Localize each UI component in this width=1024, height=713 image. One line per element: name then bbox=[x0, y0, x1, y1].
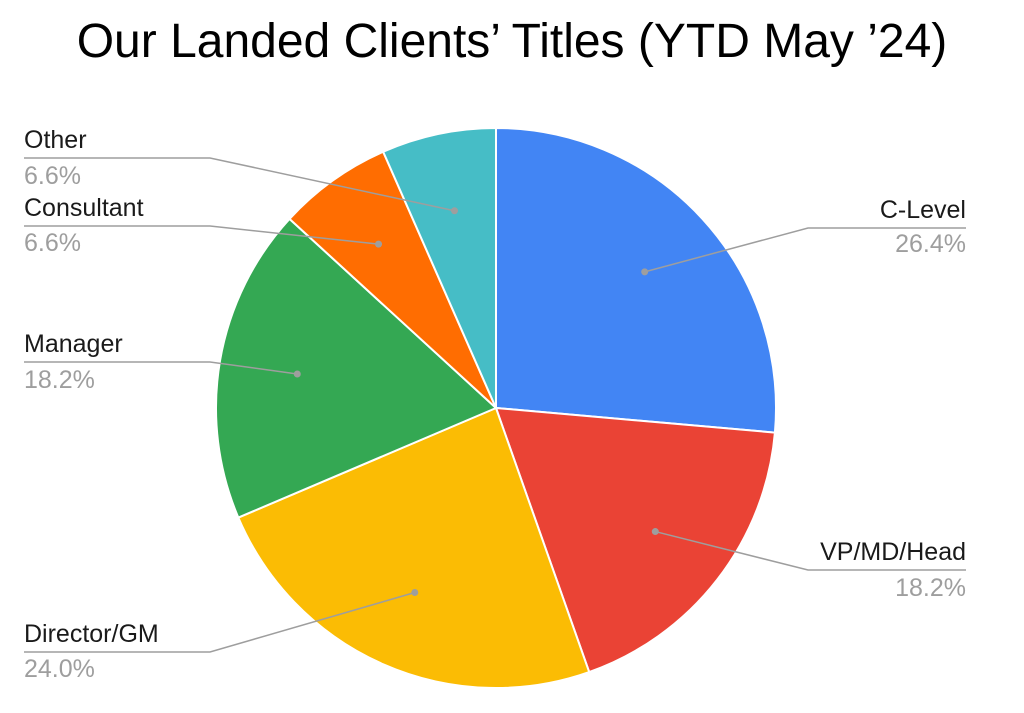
slice-label-c-level: C-Level bbox=[880, 196, 966, 224]
slice-percent-consultant: 6.6% bbox=[24, 229, 81, 257]
slice-percent-other: 6.6% bbox=[24, 162, 81, 190]
slice-label-consultant: Consultant bbox=[24, 194, 144, 222]
slice-percent-manager: 18.2% bbox=[24, 366, 95, 394]
leader-line-other bbox=[24, 157, 455, 212]
pie-slice-manager bbox=[215, 217, 498, 519]
slice-label-other: Other bbox=[24, 126, 87, 154]
chart-title: Our Landed Clients’ Titles (YTD May ’24) bbox=[76, 15, 948, 68]
pie-slice-other bbox=[381, 126, 497, 409]
slice-percent-director-gm: 24.0% bbox=[24, 655, 95, 683]
pie-slice-consultant bbox=[288, 150, 497, 409]
pie-slice-vp-md-head bbox=[494, 406, 777, 674]
slice-label-director-gm: Director/GM bbox=[24, 620, 159, 648]
slice-percent-c-level: 26.4% bbox=[895, 230, 966, 258]
leader-line-director-gm bbox=[24, 591, 415, 653]
pie-slice-c-level bbox=[495, 126, 777, 434]
slice-percent-vp-md-head: 18.2% bbox=[895, 574, 966, 602]
leader-line-consultant bbox=[24, 225, 379, 245]
slice-label-manager: Manager bbox=[24, 330, 123, 358]
leader-line-vp-md-head bbox=[655, 530, 966, 571]
slice-label-vp-md-head: VP/MD/Head bbox=[820, 538, 966, 566]
leader-line-c-level bbox=[644, 227, 966, 273]
leader-line-manager bbox=[24, 361, 298, 375]
